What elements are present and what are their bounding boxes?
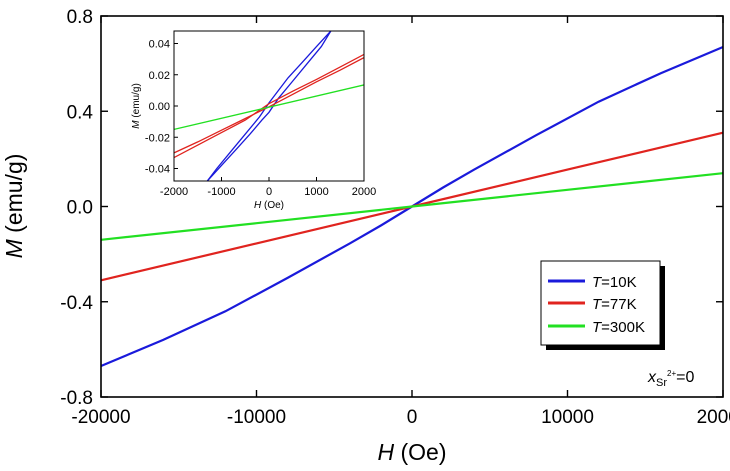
- inset-x-tick-label: 2000: [352, 186, 376, 198]
- inset-y-axis-title: M (emu/g): [131, 83, 142, 129]
- y-axis-title: M (emu/g): [1, 154, 27, 259]
- inset-background: [174, 31, 364, 181]
- legend: T=10K T=77K T=300K: [540, 260, 665, 350]
- y-tick-label: 0.0: [67, 198, 93, 219]
- y-tick-label: -0.4: [60, 293, 93, 314]
- composition-annotation: xSr2+=0: [647, 369, 694, 389]
- inset-axis-ticks: -2000 -1000 0 1000 2000 -0.04 -0.02 0.00 0.02 0.0…: [145, 39, 376, 199]
- series-line-t-300k: [100, 172, 724, 241]
- x-tick-label: -20000: [71, 407, 130, 428]
- inset-y-tick-label: -0.04: [145, 164, 170, 176]
- inset-x-tick-label: -2000: [160, 186, 188, 198]
- y-tick-label: 0.4: [67, 102, 94, 123]
- legend-label-77k: T=77K: [592, 296, 637, 313]
- inset-x-tick-label: 1000: [304, 186, 328, 198]
- inset-y-tick-label: -0.02: [145, 132, 170, 144]
- inset-line-t-300k-branch-0: [174, 84, 364, 131]
- inset-y-tick-label: 0.02: [149, 70, 170, 82]
- x-tick-label: 10000: [541, 407, 594, 428]
- x-tick-label: -10000: [227, 407, 286, 428]
- main-axis-ticks: -20000-1000001000020000-0.8-0.40.00.40.8: [60, 7, 730, 428]
- legend-label-10k: T=10K: [592, 274, 637, 291]
- inset-x-axis-title: H (Oe): [254, 200, 284, 211]
- inset-x-tick-label: -1000: [207, 186, 235, 198]
- inset-y-tick-label: 0.04: [149, 39, 170, 51]
- inset-line-t-77k-branch-1: [174, 53, 364, 159]
- x-axis-title: H (Oe): [377, 439, 446, 465]
- x-tick-label: 0: [407, 407, 418, 428]
- x-tick-label: 20000: [697, 407, 730, 428]
- inset-line-t-10k-branch-0: [206, 31, 332, 181]
- legend-label-300k: T=300K: [592, 319, 645, 336]
- y-tick-label: -0.8: [60, 388, 93, 409]
- inset-plot-lines: [174, 31, 364, 181]
- y-tick-label: 0.8: [67, 7, 93, 28]
- inset-x-tick-label: 0: [266, 186, 272, 198]
- inset-y-tick-label: 0.00: [149, 101, 170, 113]
- inset-line-t-10k-branch-1: [206, 31, 332, 181]
- main-plot-lines: [100, 45, 724, 368]
